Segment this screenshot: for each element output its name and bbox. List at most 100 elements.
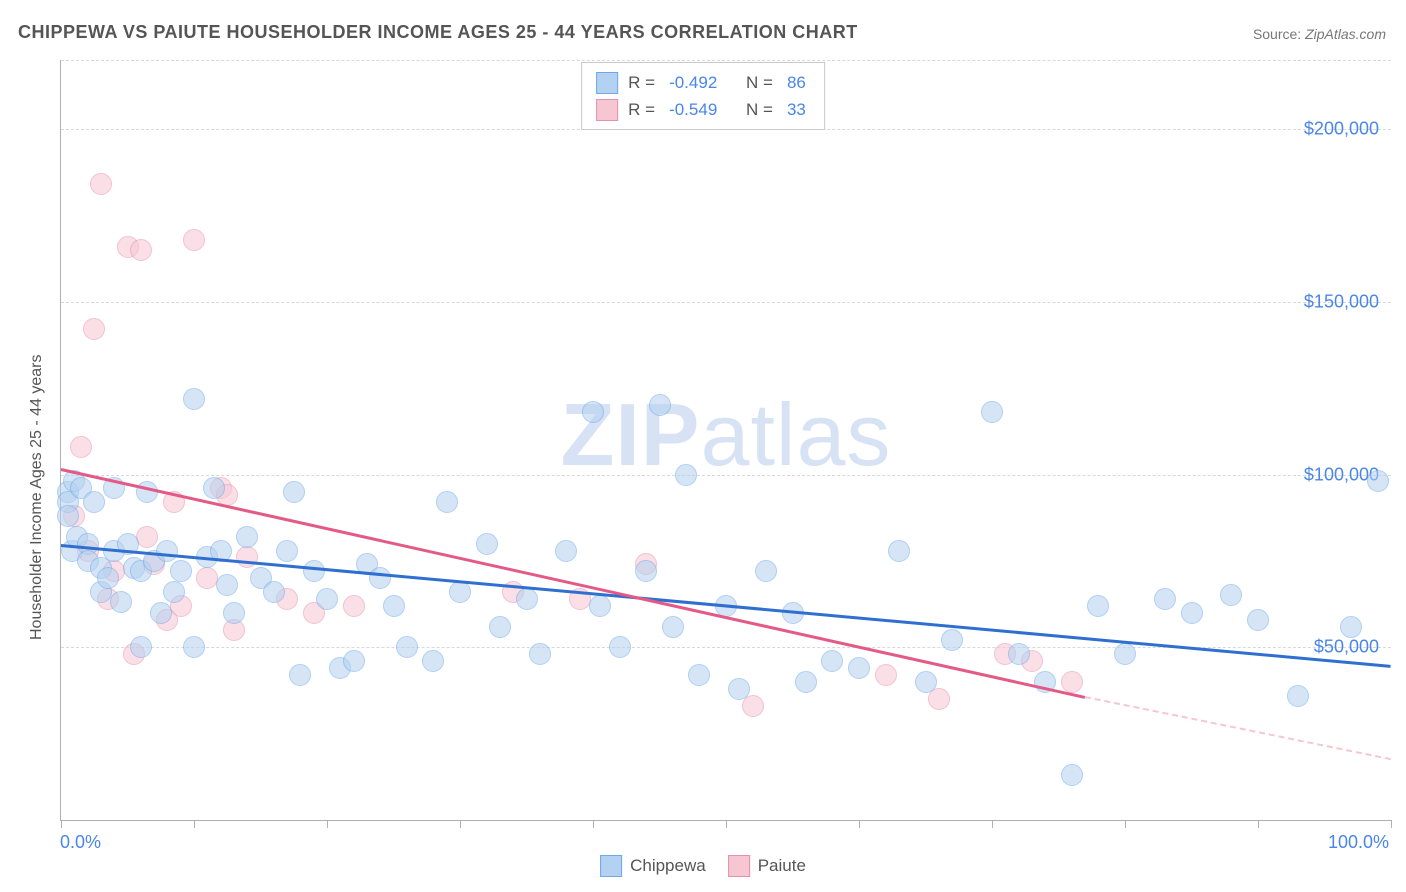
point-chippewa: [1087, 595, 1109, 617]
r-label: R =: [628, 96, 655, 123]
x-tick: [61, 820, 62, 828]
x-tick: [460, 820, 461, 828]
point-chippewa: [223, 602, 245, 624]
swatch-paiute: [596, 99, 618, 121]
source-label: Source:: [1253, 26, 1301, 42]
point-paiute: [196, 567, 218, 589]
point-chippewa: [183, 636, 205, 658]
series-legend: Chippewa Paiute: [600, 855, 806, 877]
point-chippewa: [1008, 643, 1030, 665]
point-chippewa: [516, 588, 538, 610]
point-chippewa: [263, 581, 285, 603]
point-chippewa: [635, 560, 657, 582]
point-chippewa: [981, 401, 1003, 423]
point-chippewa: [1181, 602, 1203, 624]
point-chippewa: [489, 616, 511, 638]
x-tick: [1391, 820, 1392, 828]
gridline-h: [61, 60, 1391, 61]
trendline-paiute-dashed: [1085, 696, 1391, 760]
point-paiute: [928, 688, 950, 710]
point-chippewa: [1061, 764, 1083, 786]
point-paiute: [875, 664, 897, 686]
n-value-chippewa: 86: [787, 69, 806, 96]
swatch-paiute: [728, 855, 750, 877]
legend-label-chippewa: Chippewa: [630, 856, 706, 876]
point-chippewa: [821, 650, 843, 672]
point-chippewa: [755, 560, 777, 582]
point-chippewa: [83, 491, 105, 513]
point-chippewa: [555, 540, 577, 562]
point-paiute: [83, 318, 105, 340]
point-chippewa: [303, 560, 325, 582]
point-chippewa: [170, 560, 192, 582]
point-chippewa: [130, 636, 152, 658]
point-paiute: [90, 173, 112, 195]
x-tick-label: 0.0%: [60, 832, 101, 853]
point-chippewa: [289, 664, 311, 686]
point-paiute: [343, 595, 365, 617]
point-chippewa: [110, 591, 132, 613]
point-chippewa: [609, 636, 631, 658]
point-paiute: [70, 436, 92, 458]
x-tick: [726, 820, 727, 828]
point-chippewa: [688, 664, 710, 686]
point-chippewa: [343, 650, 365, 672]
x-tick: [1258, 820, 1259, 828]
point-chippewa: [422, 650, 444, 672]
source-value: ZipAtlas.com: [1305, 26, 1386, 42]
point-chippewa: [396, 636, 418, 658]
point-paiute: [183, 229, 205, 251]
watermark: ZIPatlas: [561, 384, 892, 486]
point-chippewa: [383, 595, 405, 617]
point-chippewa: [888, 540, 910, 562]
point-paiute: [236, 546, 258, 568]
point-chippewa: [283, 481, 305, 503]
x-tick: [327, 820, 328, 828]
r-value-paiute: -0.549: [669, 96, 717, 123]
legend-item-chippewa: Chippewa: [600, 855, 706, 877]
point-chippewa: [1340, 616, 1362, 638]
swatch-chippewa: [596, 72, 618, 94]
x-tick: [593, 820, 594, 828]
point-chippewa: [369, 567, 391, 589]
point-chippewa: [163, 581, 185, 603]
x-tick: [859, 820, 860, 828]
point-chippewa: [436, 491, 458, 513]
point-chippewa: [57, 505, 79, 527]
n-value-paiute: 33: [787, 96, 806, 123]
point-chippewa: [236, 526, 258, 548]
point-chippewa: [156, 540, 178, 562]
n-label: N =: [746, 69, 773, 96]
y-axis-title: Householder Income Ages 25 - 44 years: [28, 355, 46, 641]
point-chippewa: [529, 643, 551, 665]
y-tick-label: $50,000: [1314, 637, 1379, 658]
x-tick: [992, 820, 993, 828]
point-chippewa: [1220, 584, 1242, 606]
x-tick: [1125, 820, 1126, 828]
chart-plot-area: ZIPatlas $50,000$100,000$150,000$200,000: [60, 60, 1391, 821]
point-paiute: [130, 239, 152, 261]
point-chippewa: [1247, 609, 1269, 631]
watermark-rest: atlas: [701, 385, 892, 484]
gridline-h: [61, 302, 1391, 303]
point-chippewa: [183, 388, 205, 410]
point-chippewa: [316, 588, 338, 610]
point-paiute: [1061, 671, 1083, 693]
r-label: R =: [628, 69, 655, 96]
point-chippewa: [216, 574, 238, 596]
point-chippewa: [662, 616, 684, 638]
point-chippewa: [582, 401, 604, 423]
point-chippewa: [1287, 685, 1309, 707]
legend-item-paiute: Paiute: [728, 855, 806, 877]
swatch-chippewa: [600, 855, 622, 877]
point-chippewa: [848, 657, 870, 679]
point-chippewa: [728, 678, 750, 700]
point-chippewa: [449, 581, 471, 603]
point-chippewa: [1114, 643, 1136, 665]
point-chippewa: [476, 533, 498, 555]
x-tick: [194, 820, 195, 828]
point-chippewa: [941, 629, 963, 651]
legend-label-paiute: Paiute: [758, 856, 806, 876]
x-tick-label: 100.0%: [1328, 832, 1389, 853]
chart-title: CHIPPEWA VS PAIUTE HOUSEHOLDER INCOME AG…: [18, 22, 858, 43]
